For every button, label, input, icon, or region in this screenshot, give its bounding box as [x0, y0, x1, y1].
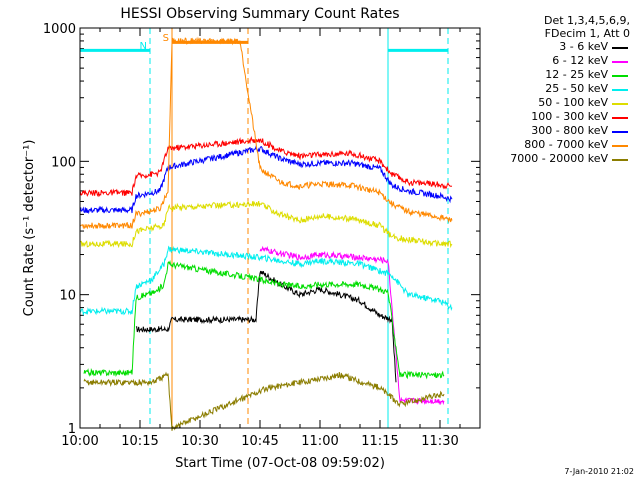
- legend-item: 300 - 800 keV: [478, 124, 630, 138]
- legend-item: 12 - 25 keV: [478, 68, 630, 82]
- x-tick-label-6: 11:30: [421, 434, 458, 449]
- legend-item: 6 - 12 keV: [478, 54, 630, 68]
- y-axis-label: Count Rate (s⁻¹ detector⁻¹): [22, 140, 37, 317]
- legend-header-2: FDecim 1, Att 0: [544, 27, 630, 40]
- legend-label: 300 - 800 keV: [531, 124, 608, 137]
- legend-label: 6 - 12 keV: [552, 54, 608, 67]
- legend-rows: 3 - 6 keV 6 - 12 keV 12 - 25 keV 25 - 50 ke…: [478, 40, 630, 166]
- series-line-6: [79, 145, 453, 215]
- legend-label: 50 - 100 keV: [538, 96, 608, 109]
- legend-label: 100 - 300 keV: [531, 110, 608, 123]
- x-tick-label-5: 11:15: [361, 434, 398, 449]
- plot-frame: [79, 27, 481, 429]
- legend-label: 12 - 25 keV: [545, 68, 608, 81]
- timestamp: 7-Jan-2010 21:02: [564, 467, 634, 476]
- y-tick-label-2: 100: [51, 155, 76, 170]
- legend-item: 100 - 300 keV: [478, 110, 630, 124]
- legend-swatch: [612, 89, 628, 91]
- legend-swatch: [612, 103, 628, 105]
- series-line-0: [135, 270, 397, 383]
- series-line-7: [80, 36, 453, 230]
- x-tick-label-1: 10:15: [121, 434, 158, 449]
- legend-item: 50 - 100 keV: [478, 96, 630, 110]
- series-line-8: [83, 371, 445, 431]
- legend-swatch: [612, 75, 628, 77]
- x-tick-label-2: 10:30: [181, 434, 218, 449]
- legend-item: 800 - 7000 keV: [478, 138, 630, 152]
- legend-swatch: [612, 145, 628, 147]
- y-tick-label-1: 10: [59, 289, 76, 304]
- marker-label-1: N: [140, 41, 147, 52]
- series-line-1: [259, 245, 445, 406]
- legend-label: 7000 - 20000 keV: [510, 152, 608, 165]
- legend-swatch: [612, 131, 628, 133]
- legend-label: 800 - 7000 keV: [524, 138, 608, 151]
- chart-title: HESSI Observing Summary Count Rates: [120, 6, 399, 22]
- x-tick-label-3: 10:45: [241, 434, 278, 449]
- legend-label: 25 - 50 keV: [545, 82, 608, 95]
- legend-header-1: Det 1,3,4,5,6,9,: [543, 14, 630, 27]
- y-tick-label-0: 1: [68, 422, 76, 437]
- y-tick-label-3: 1000: [43, 22, 76, 37]
- series-line-4: [79, 200, 453, 249]
- marker-layer: NS: [79, 28, 449, 428]
- legend-item: 25 - 50 keV: [478, 82, 630, 96]
- marker-label-2: S: [163, 33, 169, 44]
- axis-layer: 10:00 10:15 10:30 10:45 11:00 11:15 11:30 1 10 10…: [43, 22, 480, 449]
- legend-item: 3 - 6 keV: [478, 40, 630, 54]
- x-tick-label-4: 11:00: [301, 434, 338, 449]
- series-line-2: [83, 260, 445, 380]
- legend-swatch: [612, 61, 628, 63]
- legend-swatch: [612, 159, 628, 161]
- legend-label: 3 - 6 keV: [559, 40, 608, 53]
- series-layer: [79, 36, 453, 431]
- legend-swatch: [612, 117, 628, 119]
- series-line-3: [79, 245, 453, 317]
- legend-item: 7000 - 20000 keV: [478, 152, 630, 166]
- x-tick-label-0: 10:00: [61, 434, 98, 449]
- legend-swatch: [612, 47, 628, 49]
- series-line-5: [79, 136, 453, 198]
- legend: Det 1,3,4,5,6,9, FDecim 1, Att 0 3 - 6 k…: [478, 14, 630, 166]
- x-axis-label: Start Time (07-Oct-08 09:59:02): [175, 456, 385, 471]
